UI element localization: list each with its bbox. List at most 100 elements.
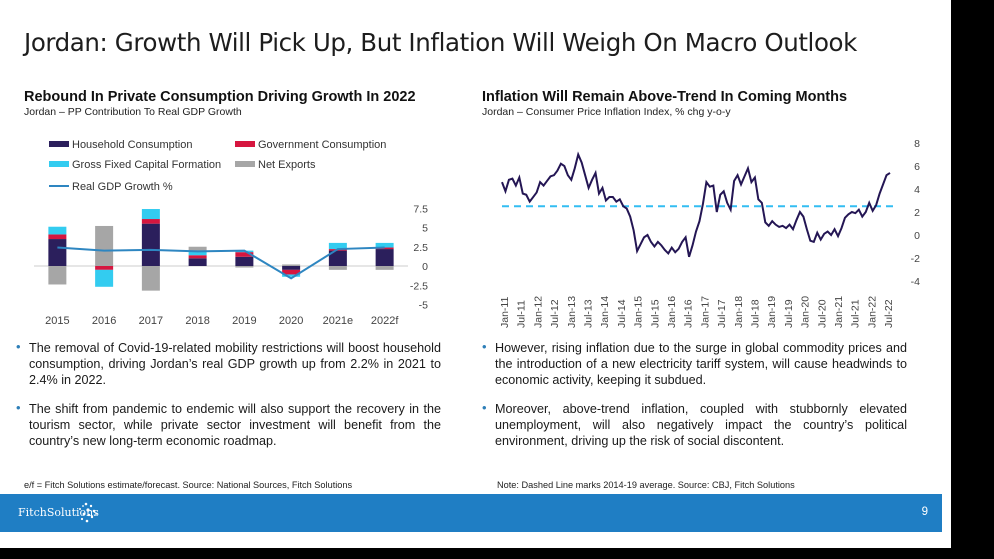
bar-segment	[188, 258, 207, 266]
bar-segment	[282, 264, 301, 266]
y-tick-label: 8	[914, 138, 920, 150]
bullet-item: • Moreover, above-trend inflation, coupl…	[482, 400, 907, 449]
legend-label: Real GDP Growth %	[72, 181, 173, 193]
footer-bar: FitchSolutions 9	[0, 494, 942, 532]
bar-segment	[235, 252, 254, 257]
bar-segment	[188, 251, 207, 256]
bar-segment	[141, 223, 160, 266]
bullet-text: The shift from pandemic to endemic will …	[29, 402, 441, 448]
y-tick-label: -2	[911, 253, 920, 265]
x-tick-label: 2017	[139, 315, 163, 327]
x-tick-label: 2016	[92, 315, 116, 327]
bar-segment	[282, 269, 301, 275]
y-tick-label: -2.5	[410, 280, 428, 292]
y-tick-label: 0	[422, 261, 428, 273]
left-bullet-list: • The removal of Covid-19-related mobili…	[16, 339, 441, 462]
y-tick-label: -5	[419, 300, 428, 312]
x-tick-label: 2022f	[371, 315, 399, 327]
bar-segment	[188, 255, 207, 259]
bar-segment	[328, 250, 347, 266]
x-tick-label: Jul-20	[816, 299, 828, 328]
legend-label: Government Consumption	[258, 139, 386, 151]
bullet-icon: •	[482, 339, 487, 354]
x-tick-label: Jan-18	[733, 296, 745, 328]
bar-segment	[141, 266, 160, 291]
bar-segment	[235, 266, 254, 268]
bullet-icon: •	[482, 400, 487, 415]
bar-segment	[48, 239, 67, 266]
x-tick-label: 2018	[185, 315, 209, 327]
x-tick-label: Jan-21	[833, 296, 845, 328]
y-tick-label: 2	[914, 207, 920, 219]
x-tick-label: Jan-22	[866, 296, 878, 328]
x-tick-label: Jan-19	[766, 296, 778, 328]
bullet-text: However, rising inflation due to the sur…	[495, 341, 907, 387]
x-tick-label: Jan-13	[566, 296, 578, 328]
legend-swatch	[235, 161, 255, 167]
x-tick-label: Jul-11	[516, 300, 528, 328]
bar-segment	[328, 266, 347, 270]
inflation-chart: 8 6 4 2 0 -2 -4 Jan-11 Jul-11 Jan-12 Jul-12 Jan-13 J…	[499, 138, 920, 328]
x-tick-label: Jul-13	[583, 299, 595, 328]
bullet-icon: •	[16, 339, 21, 354]
bar-segment	[188, 246, 207, 252]
bar-segment	[95, 266, 114, 270]
bar-segment	[282, 266, 301, 270]
legend-swatch	[49, 141, 69, 147]
bullet-icon: •	[16, 400, 21, 415]
bullet-text: Moreover, above-trend inflation, coupled…	[495, 402, 907, 448]
gdp-growth-line	[57, 246, 385, 280]
bar-segment	[235, 256, 254, 266]
legend-swatch	[49, 161, 69, 167]
gdp-contribution-chart: Household Consumption Government Consumpt…	[34, 139, 428, 327]
x-tick-label: Jul-12	[549, 299, 561, 328]
x-tick-label: Jul-14	[616, 299, 628, 328]
y-tick-label: 6	[914, 161, 920, 173]
slide-title: Jordan: Growth Will Pick Up, But Inflati…	[24, 28, 857, 57]
x-tick-label: Jul-15	[649, 299, 661, 328]
bar-segment	[95, 269, 114, 287]
x-tick-label: Jul-17	[716, 299, 728, 328]
bar-segment	[141, 209, 160, 220]
x-tick-label: Jan-20	[800, 296, 812, 328]
bar-segment	[95, 225, 114, 266]
brand-logo: FitchSolutions	[18, 506, 99, 519]
bullet-item: • The removal of Covid-19-related mobili…	[16, 339, 441, 388]
legend-label: Gross Fixed Capital Formation	[72, 159, 221, 171]
x-tick-label: Jan-14	[599, 296, 611, 328]
x-tick-label: Jul-21	[850, 299, 862, 328]
x-tick-label: Jul-18	[750, 299, 762, 328]
y-tick-label: 7.5	[413, 203, 428, 215]
bar-segment	[375, 266, 394, 270]
slide: Jordan: Growth Will Pick Up, But Inflati…	[0, 0, 951, 548]
y-tick-label: 2.5	[413, 242, 428, 254]
x-tick-label: 2021e	[323, 315, 354, 327]
legend-label: Net Exports	[258, 159, 316, 171]
x-tick-label: Jan-15	[633, 296, 645, 328]
brand-logo-icon	[79, 502, 97, 523]
y-tick-label: 0	[914, 230, 920, 242]
left-footnote: e/f = Fitch Solutions estimate/forecast.…	[24, 480, 353, 490]
bar-segment	[48, 234, 67, 240]
x-tick-label: 2015	[45, 315, 69, 327]
screen-edge-bottom	[0, 548, 994, 559]
y-tick-label: -4	[911, 276, 920, 288]
right-chart-subtitle: Jordan – Consumer Price Inflation Index,…	[482, 106, 731, 118]
y-tick-label: 4	[914, 184, 920, 196]
x-tick-label: Jan-12	[532, 296, 544, 328]
right-footnote: Note: Dashed Line marks 2014-19 average.…	[497, 480, 795, 490]
bar-segment	[282, 274, 301, 277]
x-tick-label: Jul-22	[883, 299, 895, 328]
x-tick-label: Jul-19	[783, 299, 795, 328]
bullet-item: • The shift from pandemic to endemic wil…	[16, 400, 441, 449]
x-tick-label: Jul-16	[683, 299, 695, 328]
legend-label: Household Consumption	[72, 139, 192, 151]
x-tick-label: 2019	[232, 315, 256, 327]
bar-segment	[375, 249, 394, 266]
left-chart-subtitle: Jordan – PP Contribution To Real GDP Gro…	[24, 106, 242, 118]
bullet-text: The removal of Covid-19-related mobility…	[29, 341, 441, 387]
bar-segment	[48, 266, 67, 285]
bar-segment	[328, 242, 347, 250]
y-tick-label: 5	[422, 223, 428, 235]
x-tick-label: Jan-17	[699, 296, 711, 328]
